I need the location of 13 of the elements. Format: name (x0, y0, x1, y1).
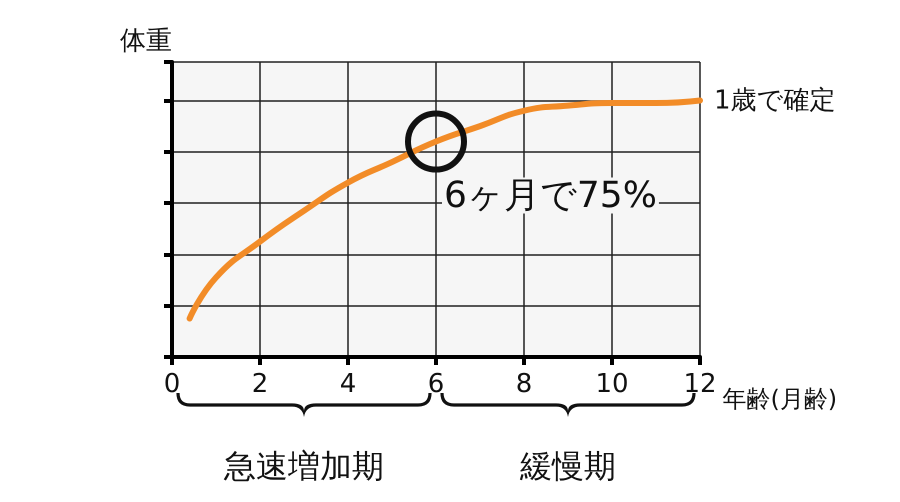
x-tick-label: 4 (340, 369, 356, 399)
x-tick-label: 12 (683, 369, 717, 399)
annotation: 6ヶ月で75% (444, 175, 657, 216)
x-tick-label: 10 (595, 369, 629, 399)
x-tick-label: 2 (252, 369, 268, 399)
x-tick-label: 6 (428, 369, 444, 399)
x-tick-label: 8 (516, 369, 532, 399)
band-label: 急速増加期 (223, 447, 384, 485)
x-tick-label: 0 (164, 369, 180, 399)
annotation: 1歳で確定 (714, 85, 836, 116)
y-axis-title: 体重 (120, 26, 172, 56)
band-label: 緩慢期 (519, 447, 616, 485)
x-axis-title: 年齢(月齢) (722, 385, 838, 413)
